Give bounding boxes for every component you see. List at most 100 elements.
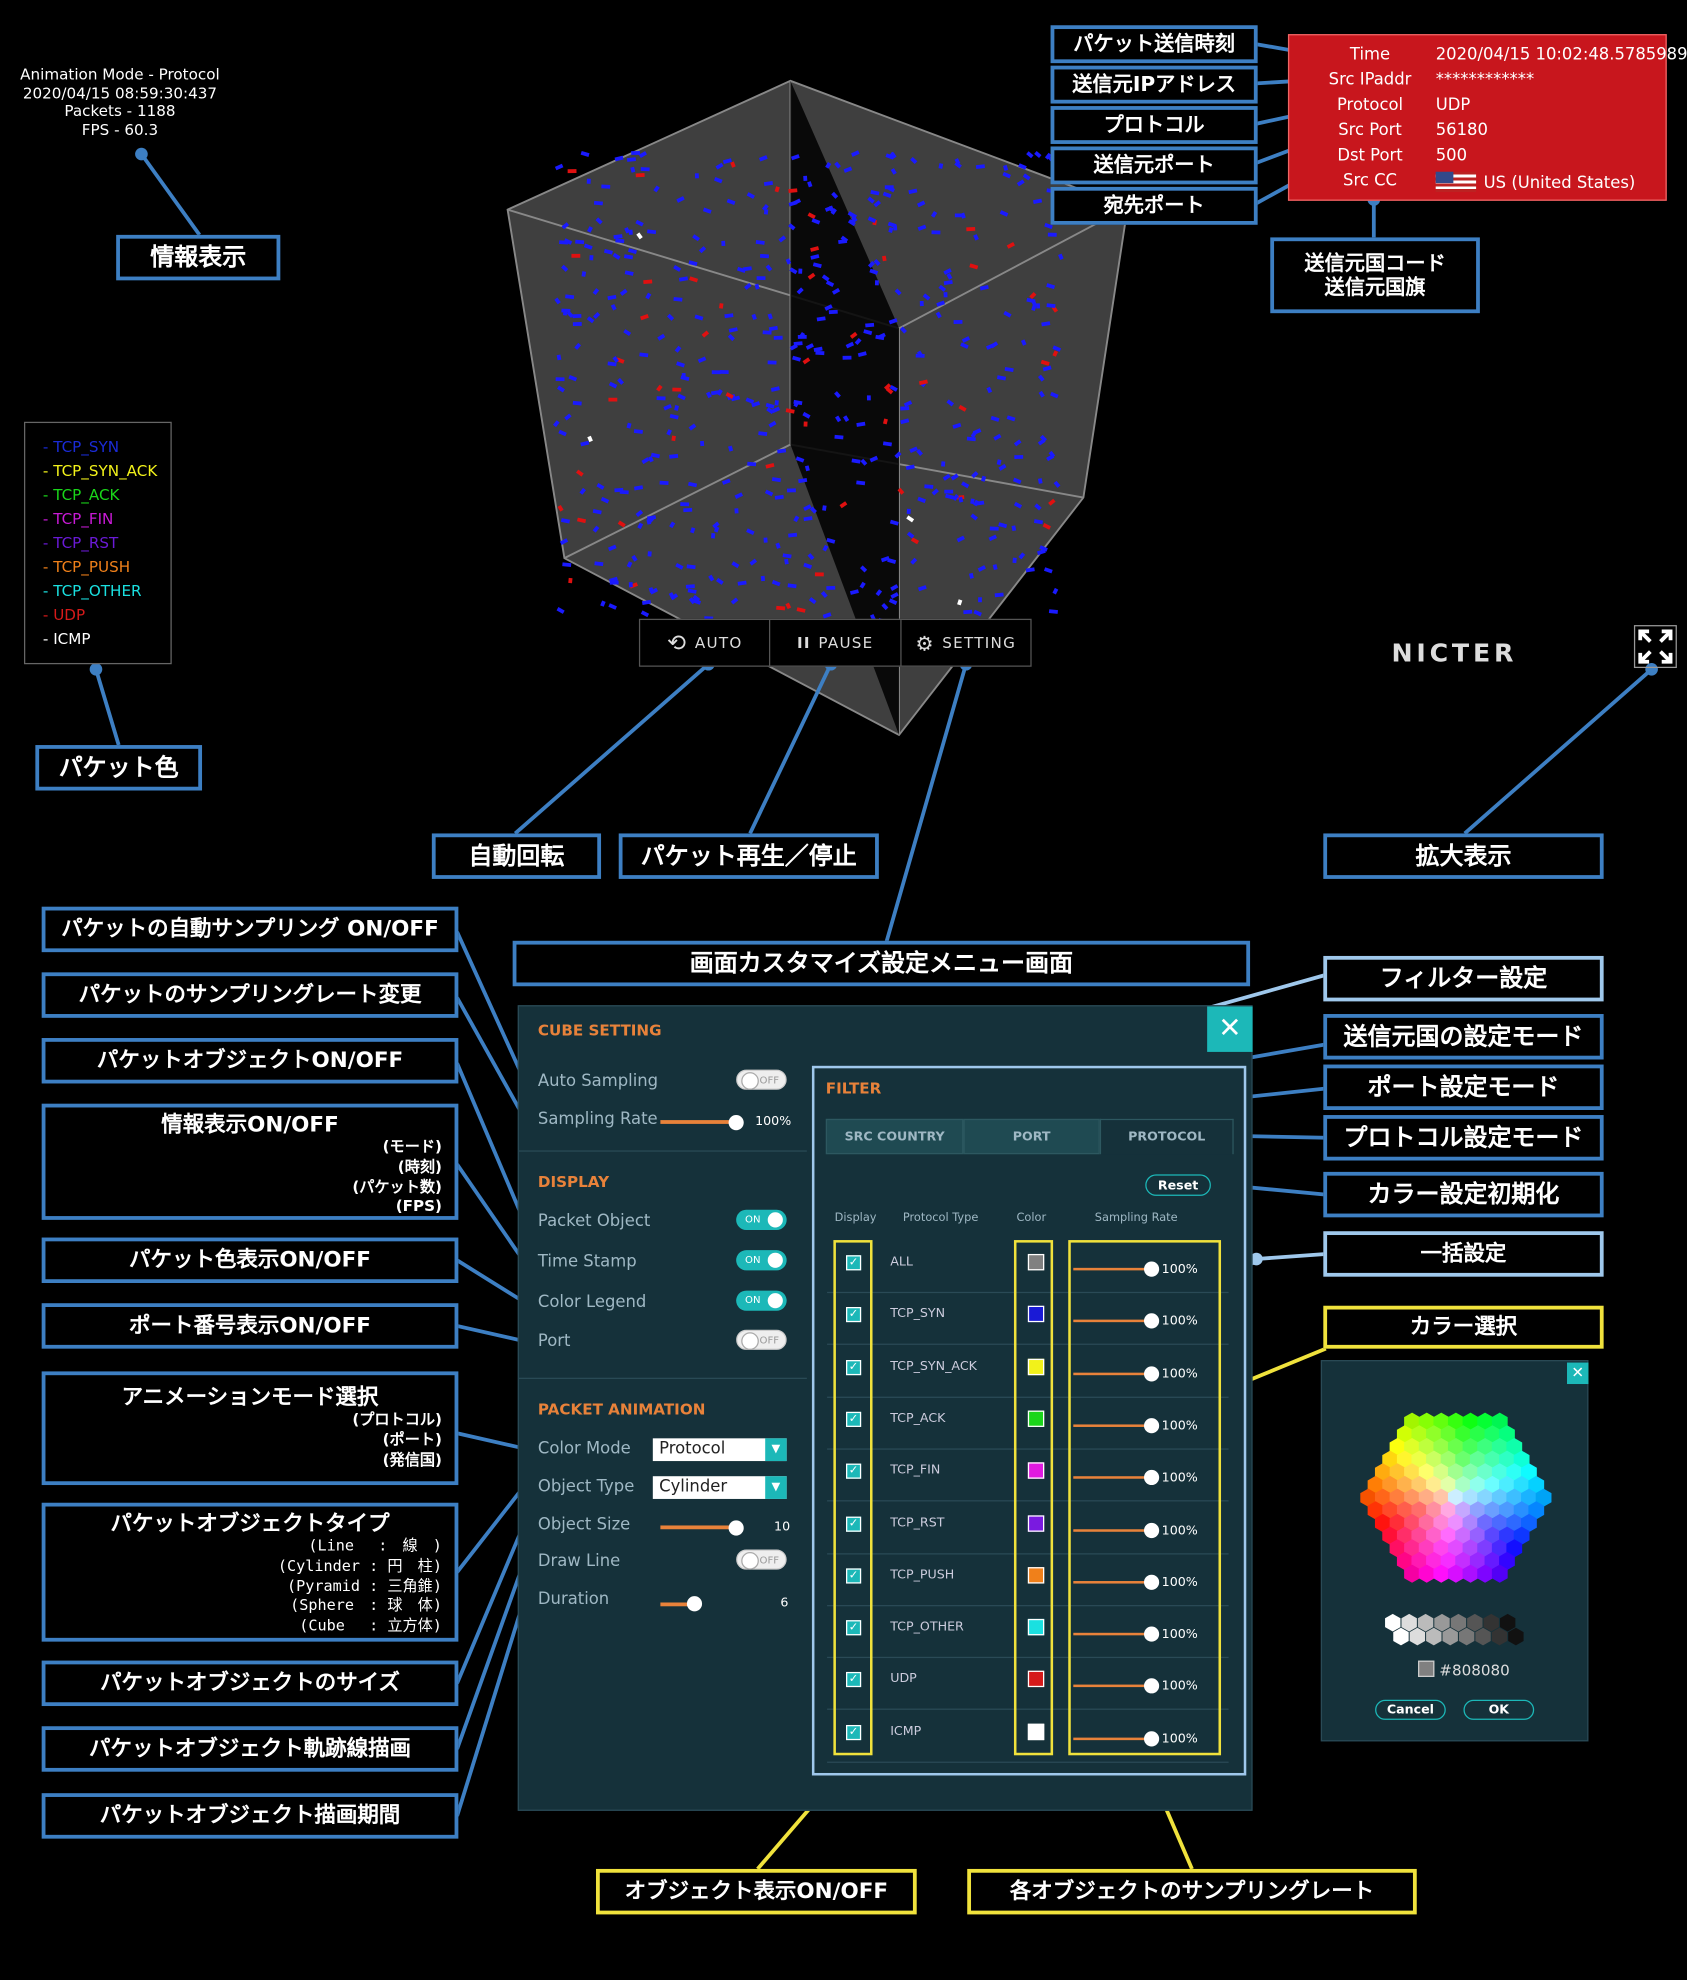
color-hexagon-grid[interactable]: [1322, 1387, 1590, 1677]
gray-cell[interactable]: [1426, 1627, 1442, 1646]
color-cell[interactable]: [1418, 1437, 1435, 1457]
color-cell[interactable]: [1484, 1425, 1501, 1444]
color-cell[interactable]: [1506, 1437, 1523, 1457]
port-toggle[interactable]: OFF: [736, 1329, 787, 1350]
color-cell[interactable]: [1411, 1475, 1428, 1495]
color-cell[interactable]: [1491, 1564, 1508, 1583]
cancel-button[interactable]: Cancel: [1375, 1699, 1446, 1720]
color-cell[interactable]: [1513, 1450, 1530, 1469]
color-cell[interactable]: [1484, 1526, 1501, 1545]
tab-src-country[interactable]: SRC COUNTRY: [825, 1118, 964, 1155]
draw-line-toggle[interactable]: OFF: [736, 1549, 787, 1570]
rate-slider[interactable]: [1073, 1632, 1150, 1636]
color-cell[interactable]: [1404, 1437, 1420, 1457]
rate-knob[interactable]: [1144, 1417, 1160, 1434]
gray-cell[interactable]: [1491, 1627, 1508, 1646]
color-cell[interactable]: [1499, 1526, 1515, 1545]
rate-knob[interactable]: [1144, 1261, 1160, 1277]
rate-knob[interactable]: [1144, 1574, 1160, 1590]
color-cell[interactable]: [1382, 1475, 1399, 1495]
color-cell[interactable]: [1447, 1539, 1464, 1558]
gray-cell[interactable]: [1393, 1627, 1409, 1646]
color-cell[interactable]: [1404, 1463, 1420, 1482]
color-cell[interactable]: [1447, 1564, 1464, 1583]
color-cell[interactable]: [1462, 1488, 1479, 1507]
color-cell[interactable]: [1418, 1513, 1435, 1533]
color-cell[interactable]: [1447, 1463, 1464, 1482]
color-cell[interactable]: [1499, 1425, 1515, 1444]
color-cell[interactable]: [1462, 1513, 1479, 1533]
color-cell[interactable]: [1469, 1475, 1486, 1495]
color-swatch[interactable]: [1027, 1306, 1045, 1323]
color-swatch[interactable]: [1027, 1619, 1045, 1636]
color-cell[interactable]: [1499, 1551, 1515, 1571]
rate-slider[interactable]: [1073, 1580, 1150, 1584]
color-cell[interactable]: [1418, 1564, 1435, 1583]
rate-slider[interactable]: [1073, 1320, 1150, 1323]
color-cell[interactable]: [1411, 1551, 1428, 1571]
display-checkbox[interactable]: ✓: [846, 1568, 862, 1584]
color-swatch[interactable]: [1027, 1358, 1045, 1375]
auto-sampling-toggle[interactable]: OFF: [736, 1069, 787, 1090]
color-cell[interactable]: [1447, 1412, 1464, 1431]
color-cell[interactable]: [1528, 1475, 1545, 1495]
gray-cell[interactable]: [1409, 1627, 1426, 1646]
color-cell[interactable]: [1455, 1501, 1472, 1520]
pause-button[interactable]: II PAUSE: [771, 620, 902, 666]
display-checkbox[interactable]: ✓: [846, 1411, 862, 1427]
rate-slider[interactable]: [1073, 1476, 1150, 1479]
color-cell[interactable]: [1521, 1488, 1537, 1507]
gray-cell[interactable]: [1508, 1627, 1524, 1646]
color-cell[interactable]: [1513, 1475, 1530, 1495]
rate-knob[interactable]: [1144, 1313, 1160, 1329]
color-swatch[interactable]: [1027, 1514, 1045, 1532]
gray-cell[interactable]: [1434, 1613, 1450, 1632]
color-cell[interactable]: [1396, 1526, 1413, 1545]
color-cell[interactable]: [1477, 1463, 1494, 1482]
color-cell[interactable]: [1455, 1425, 1472, 1444]
color-cell[interactable]: [1440, 1475, 1457, 1495]
color-cell[interactable]: [1426, 1551, 1442, 1571]
color-cell[interactable]: [1447, 1513, 1464, 1533]
color-swatch[interactable]: [1027, 1462, 1045, 1479]
color-cell[interactable]: [1418, 1539, 1435, 1558]
color-cell[interactable]: [1426, 1526, 1442, 1545]
color-cell[interactable]: [1477, 1513, 1494, 1533]
color-cell[interactable]: [1389, 1539, 1406, 1558]
tab-protocol[interactable]: PROTOCOL: [1099, 1118, 1234, 1155]
color-cell[interactable]: [1440, 1526, 1457, 1545]
color-cell[interactable]: [1411, 1501, 1428, 1520]
gray-cell[interactable]: [1483, 1613, 1499, 1632]
color-cell[interactable]: [1433, 1412, 1450, 1431]
color-cell[interactable]: [1411, 1526, 1428, 1545]
close-icon[interactable]: ✕: [1207, 1006, 1253, 1052]
color-cell[interactable]: [1484, 1551, 1501, 1571]
sampling-rate-slider[interactable]: [660, 1120, 737, 1124]
color-cell[interactable]: [1418, 1412, 1435, 1431]
color-cell[interactable]: [1477, 1437, 1494, 1457]
color-cell[interactable]: [1491, 1463, 1508, 1482]
color-cell[interactable]: [1374, 1513, 1391, 1533]
color-cell[interactable]: [1404, 1412, 1420, 1431]
color-cell[interactable]: [1404, 1539, 1420, 1558]
display-checkbox[interactable]: ✓: [846, 1463, 862, 1479]
expand-icon[interactable]: [1633, 625, 1677, 669]
color-cell[interactable]: [1477, 1539, 1494, 1558]
color-cell[interactable]: [1462, 1412, 1479, 1431]
color-cell[interactable]: [1491, 1513, 1508, 1533]
rate-knob[interactable]: [1144, 1678, 1160, 1694]
color-cell[interactable]: [1440, 1551, 1457, 1571]
color-cell[interactable]: [1433, 1437, 1450, 1457]
color-cell[interactable]: [1455, 1551, 1472, 1571]
object-size-slider[interactable]: [660, 1525, 737, 1530]
color-cell[interactable]: [1396, 1450, 1413, 1469]
ok-button[interactable]: OK: [1463, 1699, 1535, 1720]
color-swatch[interactable]: [1027, 1566, 1045, 1584]
color-cell[interactable]: [1367, 1475, 1384, 1495]
gray-cell[interactable]: [1499, 1613, 1516, 1632]
color-cell[interactable]: [1506, 1513, 1523, 1533]
tab-port[interactable]: PORT: [963, 1118, 1100, 1155]
color-cell[interactable]: [1374, 1488, 1391, 1507]
color-cell[interactable]: [1382, 1501, 1399, 1520]
rate-knob[interactable]: [1144, 1365, 1160, 1381]
